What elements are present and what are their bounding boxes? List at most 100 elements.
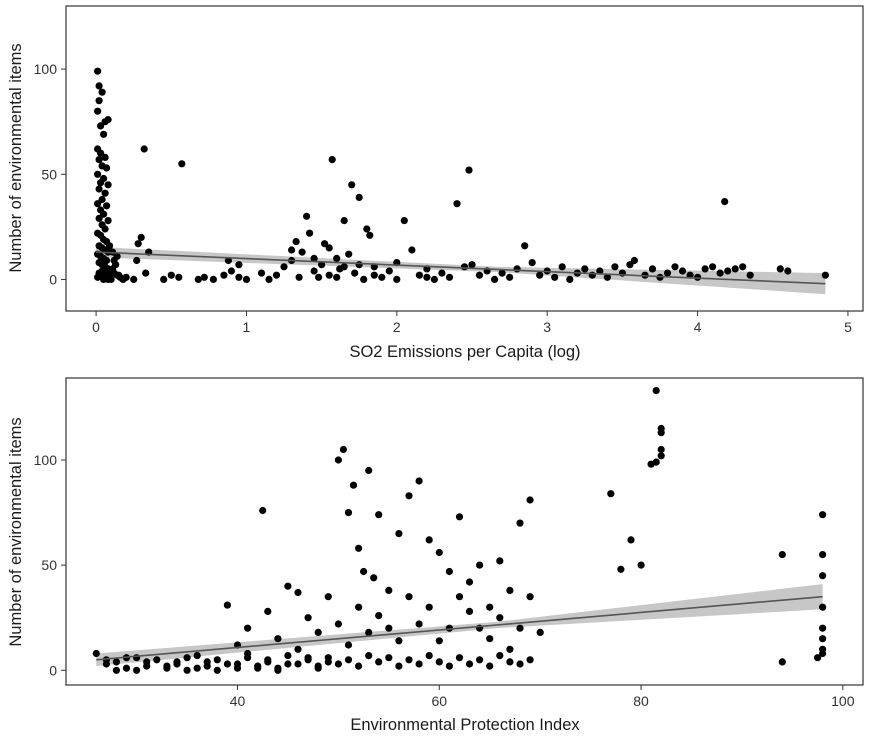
data-point [351,269,359,277]
data-point [274,664,282,672]
confidence-band-area-epi [96,584,823,667]
data-point [101,225,109,233]
data-point [617,565,625,573]
data-point [95,97,103,105]
data-point [385,586,393,595]
data-point [328,156,336,164]
data-point [648,265,657,273]
data-point [385,624,393,632]
y-tick-label-so2: 50 [41,166,57,182]
data-point [254,662,262,670]
data-point [94,170,102,178]
data-point [378,273,386,281]
data-point [375,511,383,519]
data-point [133,654,141,662]
data-point [516,660,524,668]
data-point [819,551,827,559]
data-point [142,269,150,277]
data-point [274,635,282,643]
data-point [716,269,724,277]
data-point [603,273,612,281]
data-point [814,654,822,662]
data-point [95,156,103,164]
data-point [360,567,368,576]
data-point [348,181,356,189]
data-point [476,656,484,664]
data-point [365,652,373,660]
data-point [112,666,120,674]
data-point [516,624,524,632]
data-point [468,261,476,269]
data-point [95,185,103,193]
x-axis-title-epi: Environmental Protection Index [350,716,580,734]
data-point [318,261,326,269]
points-so2 [94,67,830,283]
data-point [324,593,332,601]
data-point [476,561,484,569]
data-point [637,561,645,569]
data-point [581,265,589,273]
data-point [819,572,827,580]
data-point [657,445,665,454]
data-point [264,607,272,616]
data-point [344,641,353,649]
data-point [101,189,109,197]
data-point [630,256,639,265]
data-point [122,664,131,672]
data-point [496,652,504,660]
data-point [536,271,544,279]
data-point [784,267,792,275]
data-point [193,664,201,672]
data-point [405,656,413,664]
data-point [213,666,221,674]
data-point [453,200,461,208]
data-point [103,164,111,172]
fit-line-so2 [96,251,826,285]
data-point [345,250,353,258]
data-point [264,658,272,666]
data-point [370,574,378,582]
data-point [314,664,322,672]
x-tick-label-epi: 100 [831,693,855,709]
data-point [375,612,383,620]
data-point [498,269,506,277]
data-point [701,265,709,273]
data-point [355,603,363,611]
data-point [97,149,105,157]
data-point [292,238,300,246]
data-point [103,202,111,210]
data-point [242,275,251,283]
data-point [821,271,830,279]
x-tick-label-so2: 2 [393,319,401,335]
data-point [506,586,514,595]
data-point [143,658,151,666]
data-point [235,261,243,269]
data-point [194,275,202,283]
y-axis-title-epi: Number of environmental items [7,417,25,646]
data-point [385,654,393,662]
data-point [491,275,499,283]
data-point [113,252,121,260]
data-point [671,263,679,271]
x-tick-label-epi: 80 [633,693,649,709]
data-point [355,193,363,201]
data-point [265,275,273,283]
panel-epi: 40 60 80 100 0 50 100 Environmental Protection… [7,377,864,734]
data-point [395,662,403,670]
data-point [506,658,514,666]
data-point [551,273,559,281]
data-point [321,240,329,248]
data-point [130,275,138,283]
data-point [438,269,446,277]
data-point [163,662,171,670]
data-point [724,267,732,275]
data-point [340,263,348,271]
data-point [425,652,433,660]
data-point [445,273,454,281]
data-point [92,649,100,658]
y-tick-label-epi: 100 [34,452,58,468]
data-point [375,658,383,666]
data-point [333,254,341,262]
data-point [334,620,342,628]
data-point [526,496,534,504]
